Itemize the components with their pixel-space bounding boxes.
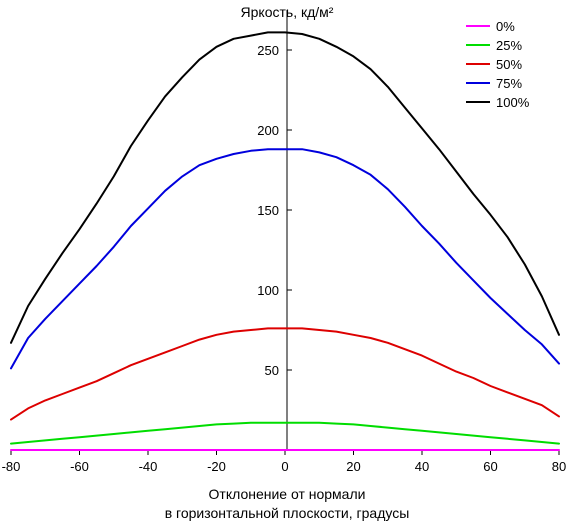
x-tick-label: 40 xyxy=(415,459,429,474)
x-axis-title-line2: в горизонтальной плоскости, градусы xyxy=(165,505,410,521)
series-line-100pct xyxy=(10,31,560,344)
x-tick-label: 80 xyxy=(552,459,566,474)
series-line-75pct xyxy=(10,148,560,370)
legend-label-75pct: 75% xyxy=(496,76,522,91)
legend-label-100pct: 100% xyxy=(496,95,530,110)
x-tick-label: -80 xyxy=(2,459,21,474)
legend-label-0pct: 0% xyxy=(496,19,515,34)
y-tick-label: 250 xyxy=(257,43,279,58)
x-tick-label: -40 xyxy=(139,459,158,474)
axes xyxy=(10,10,560,455)
y-tick-label: 100 xyxy=(257,283,279,298)
series-line-25pct xyxy=(10,421,560,445)
y-tick-label: 50 xyxy=(265,363,279,378)
x-tick-label: 60 xyxy=(483,459,497,474)
y-axis-title: Яркость, кд/м² xyxy=(241,4,334,20)
x-tick-label: 0 xyxy=(281,459,288,474)
x-tick-label: -20 xyxy=(207,459,226,474)
x-tick-label: -60 xyxy=(70,459,89,474)
x-tick-label: 20 xyxy=(346,459,360,474)
series-line-50pct xyxy=(10,327,560,421)
tick-labels: -80 -60 -40 -20 0 20 40 60 80 50 100 150 200 250 xyxy=(2,43,567,474)
y-tick-label: 150 xyxy=(257,203,279,218)
legend-label-50pct: 50% xyxy=(496,57,522,72)
legend: 0% 25% 50% 75% 100% xyxy=(466,19,530,110)
y-tick-label: 200 xyxy=(257,123,279,138)
series-lines xyxy=(10,31,560,451)
legend-label-25pct: 25% xyxy=(496,38,522,53)
x-axis-title-line1: Отклонение от нормали xyxy=(209,486,366,502)
